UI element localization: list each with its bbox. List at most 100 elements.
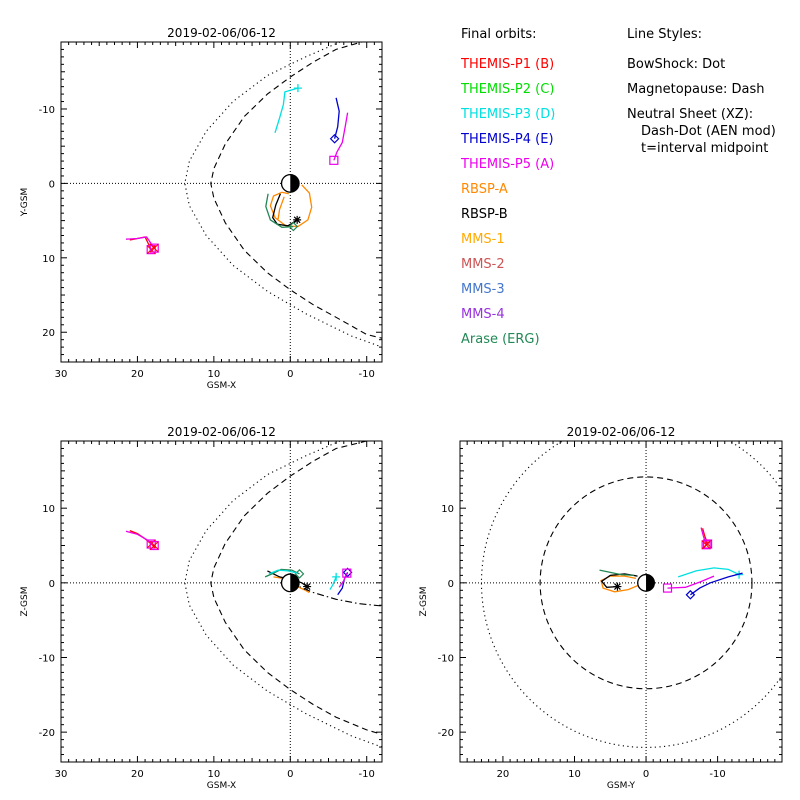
earth-night-side — [290, 174, 300, 193]
y-tick-label: 0 — [49, 579, 55, 590]
orbit-rbsp_b — [271, 193, 298, 227]
orbit-rbsp_a — [277, 196, 285, 220]
x-tick-label: 10 — [568, 769, 581, 780]
marker-themis_p5 — [701, 540, 711, 550]
x-tick-label: 20 — [131, 369, 144, 380]
magnetopause — [210, 42, 382, 339]
orbit-themis_p3 — [268, 569, 298, 575]
magnetopause-circle — [539, 476, 753, 690]
panel-xy: 30 20 10 0 -10 -10 0 10 20 2019-02-06/06-12 GSM-X Y… — [20, 26, 383, 391]
marker-themis_p3 — [332, 572, 341, 581]
orbit-rbsp_b — [600, 573, 638, 588]
legend-entry: RBSP-B — [461, 207, 508, 222]
y-tick-label: -10 — [39, 653, 55, 664]
orbit-themis_p4 — [333, 97, 340, 139]
x-tick-label: -10 — [359, 769, 375, 780]
x-tick-label: 10 — [207, 369, 220, 380]
orbit-themis_p5 — [667, 575, 715, 589]
x-tick-label: 10 — [207, 769, 220, 780]
line-style-entry: t=interval midpoint — [641, 141, 769, 156]
x-axis-label: GSM-X — [207, 781, 236, 791]
chart-title: 2019-02-06/06-12 — [167, 26, 276, 40]
marker-themis_p5 — [329, 155, 339, 165]
marker-rbsp_b — [293, 215, 302, 224]
orbit-themis_p5 — [700, 527, 707, 545]
marker-arase — [288, 221, 299, 232]
y-tick-label: -10 — [438, 653, 454, 664]
y-tick-label: 10 — [441, 504, 454, 515]
legend-entry: MMS-4 — [461, 307, 505, 322]
plot-frame — [459, 440, 783, 763]
orbit-themis_p5 — [333, 112, 349, 161]
plot-area — [460, 441, 782, 762]
orbit-themis_p3 — [329, 576, 337, 590]
panel-xz: 30 20 10 0 -10 10 0 -10 -20 2019-02-06/06-12 GSM-X… — [20, 425, 383, 791]
y-tick-label: 0 — [448, 579, 454, 590]
orbit-arase — [264, 568, 300, 578]
marker-rbsp_b — [613, 582, 622, 591]
legend-entry: THEMIS-P4 (E) — [461, 132, 554, 147]
line-style-entry: Magnetopause: Dash — [627, 82, 765, 97]
marker-themis_p4 — [685, 589, 696, 600]
x-axis-label: GSM-Y — [607, 781, 636, 791]
line-style-entry: Neutral Sheet (XZ): — [627, 107, 754, 122]
marker-themis_p5 — [662, 583, 673, 593]
orbit-themis_p5 — [125, 236, 155, 249]
legend-entry: MMS-3 — [461, 282, 505, 297]
y-tick-label: 10 — [42, 254, 55, 265]
orbit-themis_p5 — [338, 572, 348, 588]
plot-frame — [60, 41, 383, 363]
y-tick-label: -20 — [39, 728, 55, 739]
orbit-themis_p3 — [274, 87, 299, 133]
plot-area — [61, 441, 382, 762]
bowshock — [184, 441, 382, 748]
y-tick-label: 10 — [42, 504, 55, 515]
x-axis-label: GSM-X — [207, 381, 236, 391]
orbit-themis_p4 — [690, 572, 743, 596]
legend-header: Final orbits: — [461, 27, 537, 42]
marker-themis_p5-cross — [149, 541, 159, 550]
plot-frame — [60, 440, 383, 763]
marker-rbsp_b — [303, 582, 312, 591]
marker-themis_p5 — [342, 568, 352, 578]
y-axis-label: Y-GSM — [20, 188, 30, 217]
plot-area — [61, 42, 382, 362]
y-tick-label: 20 — [42, 328, 55, 339]
x-tick-label: 20 — [131, 769, 144, 780]
chart-title: 2019-02-06/06-12 — [167, 425, 276, 439]
earth-night-side — [646, 574, 655, 592]
x-tick-label: 0 — [287, 769, 293, 780]
x-tick-label: -10 — [359, 369, 375, 380]
neutral-sheet — [290, 582, 382, 607]
marker-themis_p5 — [149, 243, 159, 253]
y-tick-label: -20 — [438, 728, 454, 739]
legend-entry: Arase (ERG) — [461, 332, 540, 347]
line-style-entry: BowShock: Dot — [627, 57, 726, 72]
marker-themis_p1 — [702, 539, 713, 549]
x-tick-label: -10 — [709, 769, 725, 780]
orbit-arase — [265, 193, 294, 228]
orbit-arase — [599, 569, 634, 577]
marker-themis_p5-cross — [701, 540, 711, 550]
orbit-rbsp_a — [600, 575, 640, 593]
orbit-themis_p3 — [677, 567, 740, 578]
bowshock — [184, 42, 382, 348]
legend-entry: MMS-1 — [461, 232, 505, 247]
x-tick-label: 30 — [55, 369, 68, 380]
earth-night-side — [290, 574, 300, 592]
x-tick-label: 0 — [643, 769, 649, 780]
legend-entry: THEMIS-P2 (C) — [461, 82, 555, 97]
chart-title: 2019-02-06/06-12 — [567, 425, 676, 439]
line-style-entry: Dash-Dot (AEN mod) — [641, 124, 776, 139]
legend-entry: RBSP-A — [461, 182, 508, 197]
y-axis-label: Z-GSM — [20, 586, 30, 616]
marker-themis_p5 — [149, 540, 159, 551]
line-styles-header: Line Styles: — [627, 27, 703, 42]
x-tick-label: 30 — [55, 769, 68, 780]
x-tick-label: 0 — [287, 369, 293, 380]
marker-themis_p4 — [329, 133, 340, 144]
marker-themis_p5-cross — [149, 243, 159, 253]
legend-entry: THEMIS-P3 (D) — [461, 107, 556, 122]
magnetopause — [210, 441, 382, 735]
